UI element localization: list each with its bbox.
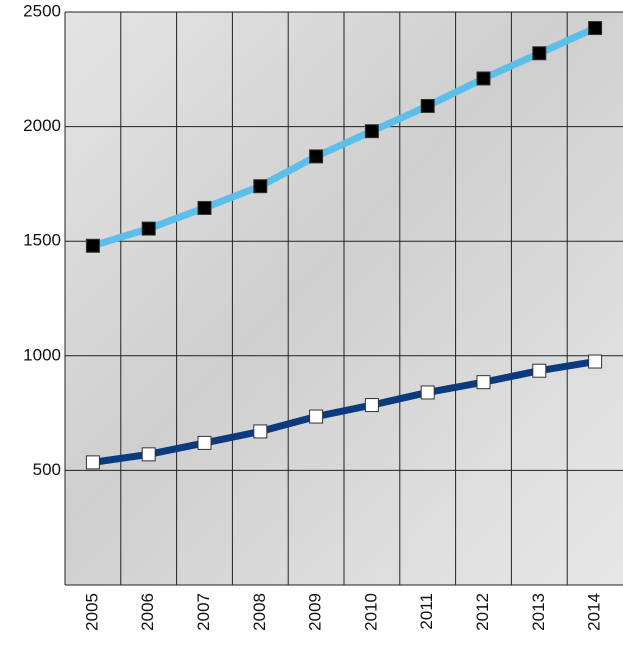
- marker: [141, 221, 156, 236]
- x-tick-label: 2010: [361, 593, 380, 631]
- marker: [85, 238, 100, 253]
- x-tick-label: 2008: [250, 593, 269, 631]
- series-line: [92, 358, 596, 466]
- y-tick-label: 1000: [23, 345, 61, 364]
- marker: [364, 398, 379, 413]
- y-tick-label: 2000: [23, 116, 61, 135]
- marker: [532, 363, 547, 378]
- marker: [85, 455, 100, 470]
- y-tick-label: 500: [33, 460, 61, 479]
- marker: [364, 124, 379, 139]
- x-tick-label: 2006: [138, 593, 157, 631]
- x-tick-label: 2013: [529, 593, 548, 631]
- marker: [532, 46, 547, 61]
- marker: [309, 149, 324, 164]
- marker: [253, 179, 268, 194]
- marker: [197, 200, 212, 215]
- x-tick-label: 2012: [473, 593, 492, 631]
- marker: [588, 21, 603, 36]
- y-tick-label: 1500: [23, 231, 61, 250]
- marker: [141, 447, 156, 462]
- marker: [588, 354, 603, 369]
- series-line: [91, 24, 597, 250]
- marker: [476, 71, 491, 86]
- y-tick-label: 2500: [23, 1, 61, 20]
- x-tick-label: 2009: [306, 593, 325, 631]
- marker: [253, 424, 268, 439]
- marker: [420, 385, 435, 400]
- x-tick-label: 2011: [417, 593, 436, 630]
- marker: [420, 98, 435, 113]
- marker: [476, 375, 491, 390]
- x-tick-label: 2014: [585, 593, 604, 631]
- marker: [197, 435, 212, 450]
- x-tick-label: 2007: [194, 593, 213, 631]
- x-tick-label: 2005: [82, 593, 101, 631]
- marker: [309, 409, 324, 424]
